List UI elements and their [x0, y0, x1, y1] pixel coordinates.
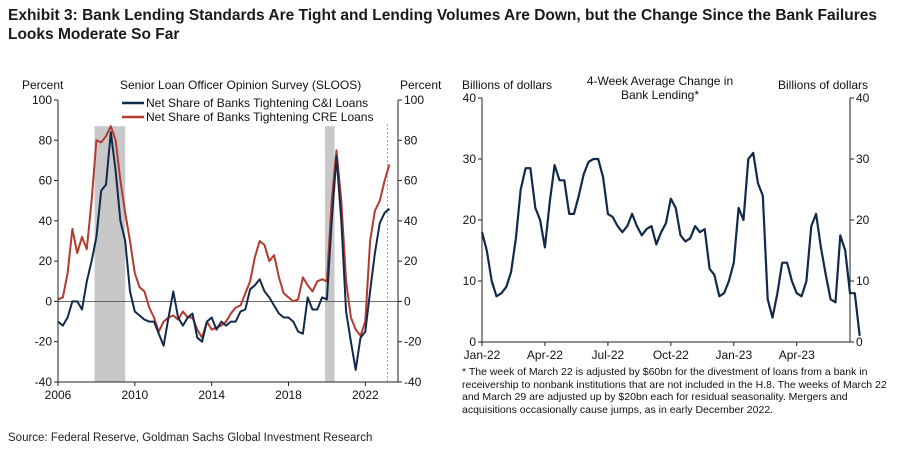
bank-lending-chart: 0 0 10 10 20 20 30 30 40 40 Jan-22 Apr-22 Jul-22 Oct-…: [462, 74, 870, 362]
y-tick-label-left: 0: [45, 294, 52, 308]
x-tick-label: 2010: [121, 388, 148, 402]
sloos-chart: -40 -40 -20 -20 0 0 20 20 40 40 60 60 80 80 100 100 2006…: [22, 78, 442, 402]
left-axis-unit-right: Percent: [400, 78, 442, 92]
sloos-axes: -40 -40 -20 -20 0 0 20 20 40 40 60 60 80 80 100 100 2006…: [32, 93, 424, 402]
y-tick-label-left: 40: [463, 91, 477, 105]
y-tick-label-left: 40: [39, 214, 53, 228]
y-tick-label-right: 40: [856, 91, 870, 105]
y-tick-label-right: 100: [404, 93, 424, 107]
y-tick-label-right: -40: [404, 375, 422, 389]
recession-shade-0: [94, 126, 126, 382]
y-tick-label-left: 20: [39, 254, 53, 268]
y-tick-label-right: 0: [404, 294, 411, 308]
bank-lending-title-wrap: 4-Week Average Change in Bank Lending*: [586, 74, 734, 102]
zero-line: [58, 124, 398, 382]
y-tick-label-left: 30: [463, 152, 477, 166]
sloos-legend: Net Share of Banks Tightening C&I Loans …: [122, 96, 373, 124]
y-tick-label-left: 100: [32, 93, 52, 107]
right-axis-unit-right: Billions of dollars: [778, 78, 868, 92]
y-tick-label-right: 10: [856, 274, 870, 288]
y-tick-label-left: 10: [463, 274, 477, 288]
x-tick-label: Jul-22: [592, 348, 625, 362]
bank-lending-axes: 0 0 10 10 20 20 30 30 40 40 Jan-22 Apr-22 Jul-22 Oct-…: [463, 91, 870, 362]
right-axis-unit-left: Billions of dollars: [462, 78, 552, 92]
x-tick-label: 2014: [198, 388, 225, 402]
source-note: Source: Federal Reserve, Goldman Sachs G…: [8, 432, 373, 444]
series-line-cni: [57, 131, 391, 371]
y-tick-label-right: 30: [856, 152, 870, 166]
y-tick-label-right: 80: [404, 133, 418, 147]
y-tick-label-left: 20: [463, 213, 477, 227]
x-tick-label: 2022: [352, 388, 379, 402]
x-tick-label: Jan-23: [715, 348, 752, 362]
y-tick-label-left: -40: [35, 375, 53, 389]
y-tick-label-right: 20: [856, 213, 870, 227]
y-tick-label-right: 20: [404, 254, 418, 268]
x-tick-label: Apr-23: [779, 348, 815, 362]
sloos-series: [57, 125, 391, 371]
x-tick-label: Oct-22: [653, 348, 689, 362]
left-axis-unit-left: Percent: [22, 78, 64, 92]
y-tick-label-left: -20: [35, 335, 53, 349]
bank-lending-footnote: * The week of March 22 is adjusted by $6…: [462, 366, 887, 416]
x-tick-label: 2018: [275, 388, 302, 402]
series-line-lending: [480, 151, 861, 337]
y-tick-label-left: 80: [39, 133, 53, 147]
y-tick-label-right: 60: [404, 174, 418, 188]
y-tick-label-left: 0: [469, 335, 476, 349]
page-title: Exhibit 3: Bank Lending Standards Are Ti…: [8, 7, 877, 43]
y-tick-label-right: 0: [856, 335, 863, 349]
x-tick-label: Jan-22: [464, 348, 501, 362]
legend-label-cni: Net Share of Banks Tightening C&I Loans: [146, 96, 368, 110]
y-tick-label-right: 40: [404, 214, 418, 228]
bank-lending-chart-title: 4-Week Average Change in Bank Lending*: [586, 74, 734, 102]
y-tick-label-right: -20: [404, 335, 422, 349]
sloos-chart-title: Senior Loan Officer Opinion Survey (SLOO…: [120, 78, 361, 92]
y-tick-label-left: 60: [39, 174, 53, 188]
bank-lending-series: [480, 151, 861, 337]
legend-label-cre: Net Share of Banks Tightening CRE Loans: [146, 110, 373, 124]
recession-shading: [94, 126, 335, 382]
x-tick-label: Apr-22: [527, 348, 563, 362]
x-tick-label: 2006: [45, 388, 72, 402]
